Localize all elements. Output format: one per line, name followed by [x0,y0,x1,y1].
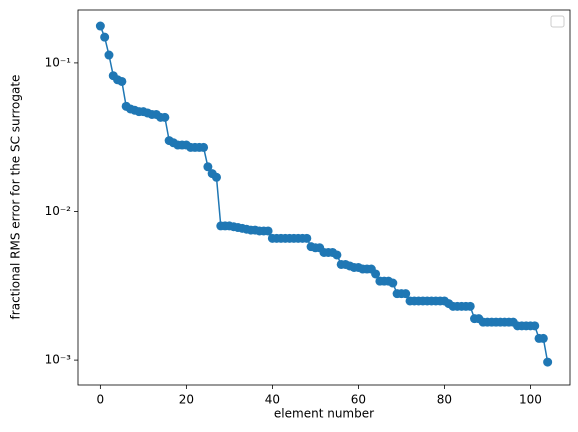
point [388,278,398,288]
point [199,142,209,152]
point [95,21,105,31]
point [211,172,221,182]
point [117,76,127,86]
point [371,269,381,279]
point [332,250,342,260]
point [100,32,110,42]
y-tick-label: 10⁻¹ [45,55,72,69]
point [538,333,548,343]
point [530,321,540,331]
x-tick-label: 40 [265,393,280,407]
point [465,301,475,311]
point [160,112,170,122]
y-tick-label: 10⁻² [45,204,72,218]
x-tick-label: 20 [179,393,194,407]
y-axis-label: fractional RMS error for the SC surrogat… [9,75,23,320]
point [104,50,114,60]
x-axis-label: element number [274,407,374,421]
legend-box [550,15,565,28]
x-tick-label: 60 [351,393,366,407]
x-tick-label: 80 [437,393,452,407]
point [401,289,411,299]
x-tick-label: 100 [519,393,542,407]
point [203,162,213,172]
point [543,357,553,367]
line [99,25,549,363]
x-tick-label: 0 [97,393,105,407]
y-tick-label: 10⁻³ [45,353,72,367]
point [302,233,312,243]
plot-frame [77,9,571,386]
point [263,226,273,236]
